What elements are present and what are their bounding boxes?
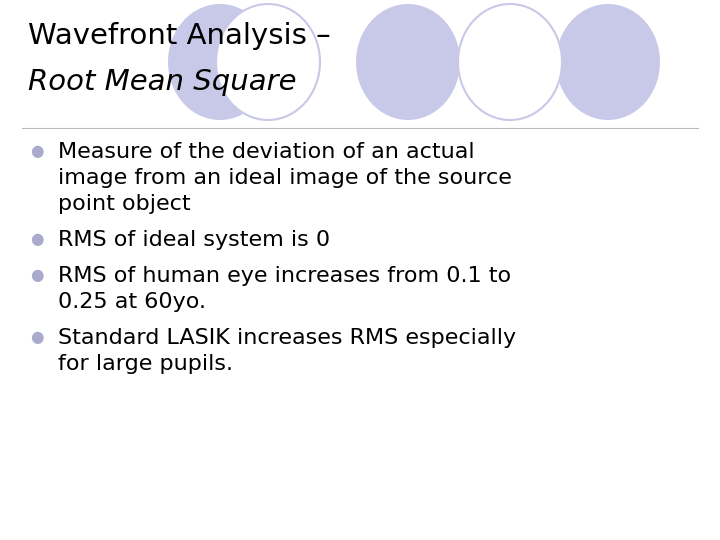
Ellipse shape: [556, 4, 660, 120]
Text: RMS of human eye increases from 0.1 to: RMS of human eye increases from 0.1 to: [58, 266, 511, 286]
Text: Standard LASIK increases RMS especially: Standard LASIK increases RMS especially: [58, 328, 516, 348]
Text: point object: point object: [58, 194, 191, 214]
Text: Root Mean Square: Root Mean Square: [28, 68, 297, 96]
Text: for large pupils.: for large pupils.: [58, 354, 233, 374]
Ellipse shape: [356, 4, 460, 120]
Text: Wavefront Analysis –: Wavefront Analysis –: [28, 22, 330, 50]
Text: image from an ideal image of the source: image from an ideal image of the source: [58, 168, 512, 188]
Text: Measure of the deviation of an actual: Measure of the deviation of an actual: [58, 142, 474, 162]
Ellipse shape: [168, 4, 272, 120]
Text: ●: ●: [30, 232, 43, 247]
Text: 0.25 at 60yo.: 0.25 at 60yo.: [58, 292, 206, 312]
Ellipse shape: [458, 4, 562, 120]
Text: ●: ●: [30, 144, 43, 159]
Text: RMS of ideal system is 0: RMS of ideal system is 0: [58, 230, 330, 250]
Text: ●: ●: [30, 330, 43, 345]
Ellipse shape: [216, 4, 320, 120]
Text: ●: ●: [30, 268, 43, 283]
